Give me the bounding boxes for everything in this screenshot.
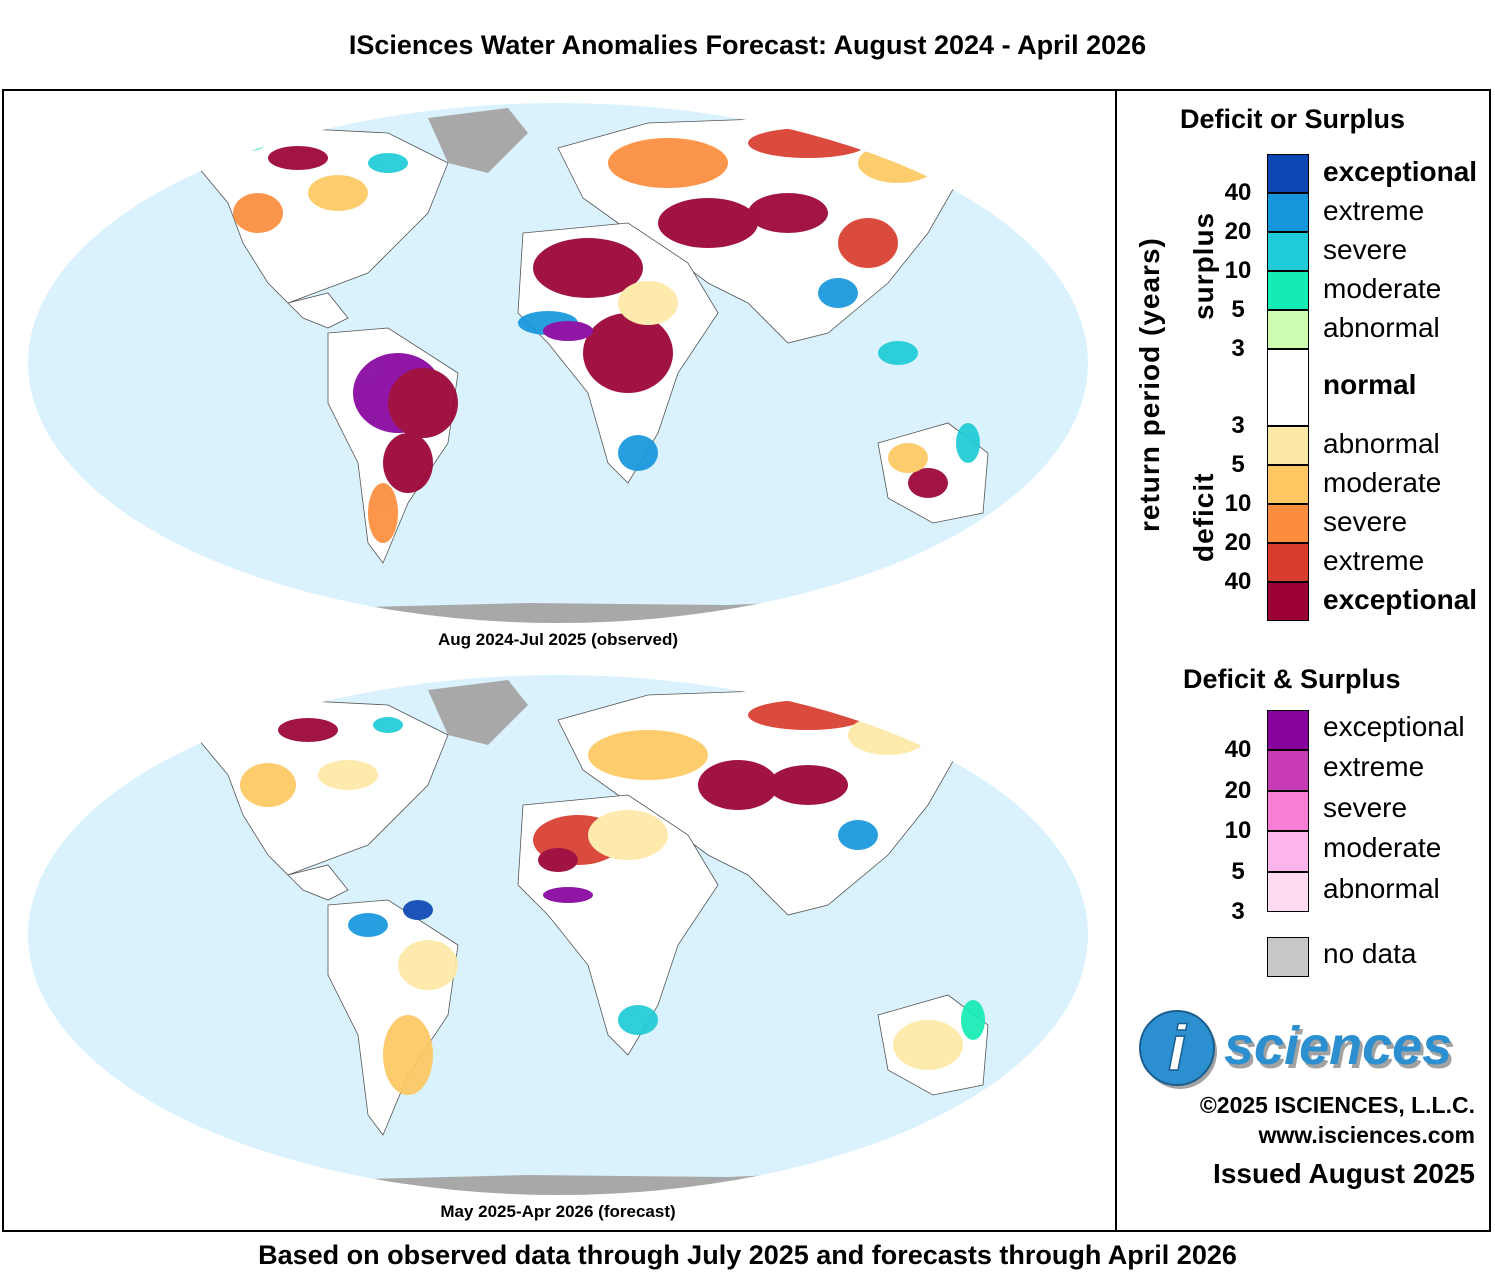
legend-label-ds-severe: severe <box>1323 791 1408 823</box>
legend-label-normal: normal <box>1323 369 1417 400</box>
legend-swatch-no-data <box>1267 937 1309 977</box>
legend-tick-ds: 3 <box>1231 898 1245 925</box>
legend-label-surplus-moderate: moderate <box>1323 273 1442 304</box>
legend-label-no-data: no data <box>1323 938 1417 969</box>
issued-date: Issued August 2025 <box>1213 1158 1475 1189</box>
legend-label-surplus-severe: severe <box>1323 234 1408 265</box>
legend-tick-surplus: 20 <box>1224 218 1252 245</box>
legend-label-deficit-moderate: moderate <box>1323 467 1442 498</box>
legend-heading-deficit-and-surplus: Deficit & Surplus <box>1183 664 1401 694</box>
legend-swatch-normal <box>1267 349 1309 426</box>
legend-swatch-surplus-abnormal <box>1267 310 1309 349</box>
map-forecast <box>28 675 1088 1195</box>
legend-tick-ds: 10 <box>1224 817 1252 845</box>
legend-tick-deficit: 10 <box>1224 490 1252 517</box>
legend-heading-deficit-or-surplus: Deficit or Surplus <box>1180 104 1406 134</box>
legend-swatch-ds-moderate <box>1267 831 1309 872</box>
copyright: ©2025 ISCIENCES, L.L.C. <box>1199 1092 1475 1118</box>
logo-text: sciences <box>1224 1016 1452 1076</box>
logo-letter: i <box>1168 1012 1187 1084</box>
footer-note: Based on observed data through July 2025… <box>258 1240 1237 1270</box>
legend-swatch-deficit-extreme <box>1267 543 1309 582</box>
legend-tick-deficit: 20 <box>1224 529 1252 556</box>
legend-label-surplus-exceptional: exceptional <box>1323 156 1478 187</box>
legend-swatch-surplus-exceptional <box>1267 154 1309 193</box>
legend-tick-deficit: 5 <box>1231 451 1245 478</box>
isciences-logo: i sciences sciences <box>1138 1006 1478 1090</box>
legend-surplus-label: surplus <box>1188 211 1219 320</box>
map-observed <box>28 103 1088 623</box>
legend-label-surplus-extreme: extreme <box>1323 195 1425 226</box>
legend-label-deficit-exceptional: exceptional <box>1323 584 1478 615</box>
legend-deficit-label: deficit <box>1188 472 1219 562</box>
legend-axis-label: return period (years) <box>1134 237 1165 532</box>
legend-swatch-ds-severe <box>1267 790 1309 832</box>
legend-tick-surplus: 10 <box>1224 257 1252 284</box>
legend-label-ds-exceptional: exceptional <box>1323 711 1465 742</box>
frame-divider <box>1115 89 1117 1232</box>
map-observed-caption: Aug 2024-Jul 2025 (observed) <box>438 630 678 649</box>
legend-tick-ds: 20 <box>1224 776 1252 804</box>
legend-label-ds-abnormal: abnormal <box>1323 872 1440 904</box>
legend-tick-surplus: 40 <box>1224 179 1252 206</box>
legend-swatch-surplus-severe <box>1267 232 1309 271</box>
legend-tick-surplus: 5 <box>1231 296 1245 323</box>
legend-swatch-surplus-moderate <box>1267 271 1309 310</box>
legend-label-surplus-abnormal: abnormal <box>1323 312 1440 343</box>
legend-label-deficit-extreme: extreme <box>1323 545 1425 576</box>
legend-label-ds-extreme: extreme <box>1323 751 1425 783</box>
legend-swatch-surplus-extreme <box>1267 193 1309 232</box>
legend-tick-deficit: 40 <box>1224 568 1252 595</box>
legend-tick-surplus: 3 <box>1231 335 1245 362</box>
north-america <box>177 699 449 876</box>
legend-label-deficit-abnormal: abnormal <box>1323 428 1440 459</box>
legend-swatch-deficit-moderate <box>1267 465 1309 504</box>
legend-label-deficit-severe: severe <box>1323 506 1408 537</box>
map-forecast-caption: May 2025-Apr 2026 (forecast) <box>440 1202 676 1221</box>
legend-tick-deficit: 3 <box>1231 412 1245 439</box>
figure-frame <box>2 89 1491 1232</box>
legend-swatch-deficit-abnormal <box>1267 426 1309 465</box>
legend-swatch-deficit-severe <box>1267 504 1309 543</box>
page-title: ISciences Water Anomalies Forecast: Augu… <box>348 30 1147 60</box>
legend-swatch-deficit-exceptional <box>1267 582 1309 621</box>
website-link[interactable]: www.isciences.com <box>1258 1122 1475 1148</box>
greenland <box>428 108 528 173</box>
legend-swatch-ds-extreme <box>1267 750 1309 791</box>
logo-text-shadow: sciences <box>1227 1020 1455 1080</box>
legend-swatch-ds-abnormal <box>1267 871 1309 912</box>
greenland <box>428 680 528 745</box>
legend-tick-ds: 40 <box>1224 736 1252 764</box>
legend-label-ds-moderate: moderate <box>1323 832 1442 864</box>
legend-swatch-ds-exceptional <box>1267 710 1309 751</box>
legend-tick-ds: 5 <box>1231 857 1245 885</box>
